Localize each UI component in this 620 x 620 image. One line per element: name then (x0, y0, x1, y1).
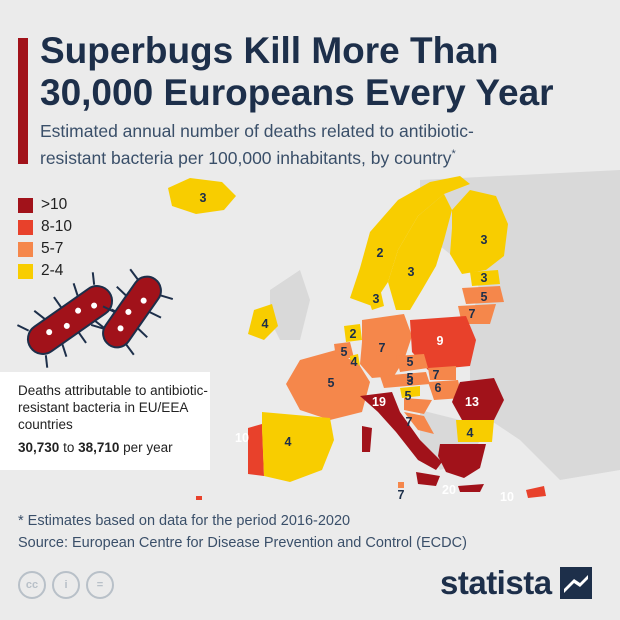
deaths-suffix: per year (123, 440, 173, 455)
label-netherlands: 2 (350, 327, 357, 341)
legend-label: 2-4 (41, 262, 64, 279)
legend-swatch (18, 197, 33, 213)
label-czechia: 5 (407, 355, 414, 369)
region-slovakia (428, 366, 456, 380)
label-france: 5 (328, 376, 335, 390)
legend-label: 5-7 (41, 240, 64, 257)
statista-logo-icon (559, 567, 592, 599)
subtitle-line-2-text: resistant bacteria per 100,000 inhabitan… (40, 147, 452, 168)
footnote: * Estimates based on data for the period… (18, 513, 351, 529)
label-denmark: 3 (373, 292, 380, 306)
region-cyprus (526, 486, 546, 498)
subtitle-line-1: Estimated annual number of deaths relate… (40, 121, 474, 141)
label-sweden: 3 (408, 265, 415, 279)
region-finland (450, 190, 508, 274)
region-islet (196, 496, 202, 500)
legend-item-2-4: 2-4 (18, 260, 72, 282)
legend-item-gt10: >10 (18, 194, 72, 216)
label-lithuania: 7 (469, 307, 476, 321)
attribution-icon[interactable]: i (52, 571, 80, 599)
region-france (286, 350, 370, 420)
license-icons: cc i = (18, 571, 114, 599)
deaths-range: 30,730 to 38,710 per year (18, 440, 173, 455)
label-greece: 20 (442, 483, 456, 497)
region-norway (350, 176, 470, 306)
deaths-info-box: Deaths attributable to antibiotic-resist… (0, 372, 210, 470)
statista-logo[interactable]: statista (440, 564, 592, 602)
region-denmark (366, 288, 384, 310)
region-poland (410, 316, 476, 370)
label-slovakia: 7 (433, 368, 440, 382)
label-finland: 3 (481, 233, 488, 247)
page-title: Superbugs Kill More Than 30,000 European… (40, 30, 610, 114)
label-portugal: 10 (235, 431, 249, 445)
region-iceland (168, 178, 236, 214)
deaths-to: to (63, 440, 75, 455)
legend-label: 8-10 (41, 218, 73, 235)
label-croatia-coast: 7 (406, 415, 413, 429)
label-austria: 5 (407, 371, 414, 385)
no-derivatives-icon[interactable]: = (86, 571, 114, 599)
title-accent-bar (18, 38, 28, 164)
region-latvia (462, 286, 504, 304)
label-malta: 7 (398, 488, 405, 502)
region-portugal (248, 424, 264, 476)
region-romania (452, 378, 504, 420)
deaths-description: Deaths attributable to antibiotic-resist… (18, 383, 208, 432)
title-line-1: Superbugs Kill More Than (40, 30, 499, 71)
region-spain (262, 412, 334, 482)
subtitle: Estimated annual number of deaths relate… (40, 120, 610, 170)
label-spain: 4 (285, 435, 292, 449)
region-sweden (388, 194, 452, 310)
region-malta (398, 482, 404, 488)
subtitle-line-2: resistant bacteria per 100,000 inhabitan… (40, 143, 610, 170)
label-poland: 9 (437, 334, 444, 348)
label-belgium: 5 (341, 345, 348, 359)
label-italy: 19 (372, 395, 386, 409)
region-austria (380, 372, 430, 388)
cc-icon[interactable]: cc (18, 571, 46, 599)
region-ireland (248, 304, 278, 340)
subtitle-asterisk: * (451, 148, 456, 160)
region-estonia (470, 270, 500, 286)
legend-item-5-7: 5-7 (18, 238, 72, 260)
region-croatia-coast (404, 412, 434, 434)
legend-label: >10 (41, 196, 68, 213)
region-croatia (404, 398, 432, 414)
label-hungary: 6 (435, 381, 442, 395)
region-slovenia (400, 386, 420, 398)
region-netherlands (344, 324, 362, 342)
label-germany: 7 (379, 341, 386, 355)
label-romania: 13 (465, 395, 479, 409)
label-ireland: 4 (262, 317, 269, 331)
label-croatia: 5 (405, 389, 412, 403)
region-greece (438, 444, 486, 492)
label-latvia: 5 (481, 290, 488, 304)
legend-swatch (18, 219, 33, 235)
deaths-low: 30,730 (18, 440, 60, 455)
region-czechia (396, 354, 428, 372)
label-slovenia: 3 (407, 374, 414, 388)
region-hungary (428, 380, 462, 400)
non-eu-land (270, 170, 620, 480)
label-iceland: 3 (200, 191, 207, 205)
region-italy (360, 392, 442, 486)
legend-item-8-10: 8-10 (18, 216, 72, 238)
logo-text: statista (440, 564, 552, 601)
bacteria-illustration (16, 268, 174, 368)
label-bulgaria: 4 (467, 426, 474, 440)
legend-swatch (18, 263, 33, 279)
label-estonia: 3 (481, 271, 488, 285)
region-lithuania (458, 304, 496, 324)
legend: >10 8-10 5-7 2-4 (18, 194, 72, 282)
title-line-2: 30,000 Europeans Every Year (40, 72, 554, 113)
label-cyprus: 10 (500, 490, 514, 504)
source-note: Source: European Centre for Disease Prev… (18, 535, 467, 551)
label-luxembourg: 4 (351, 355, 358, 369)
legend-swatch (18, 241, 33, 257)
region-bulgaria (456, 420, 494, 442)
deaths-high: 38,710 (78, 440, 120, 455)
label-norway: 2 (377, 246, 384, 260)
